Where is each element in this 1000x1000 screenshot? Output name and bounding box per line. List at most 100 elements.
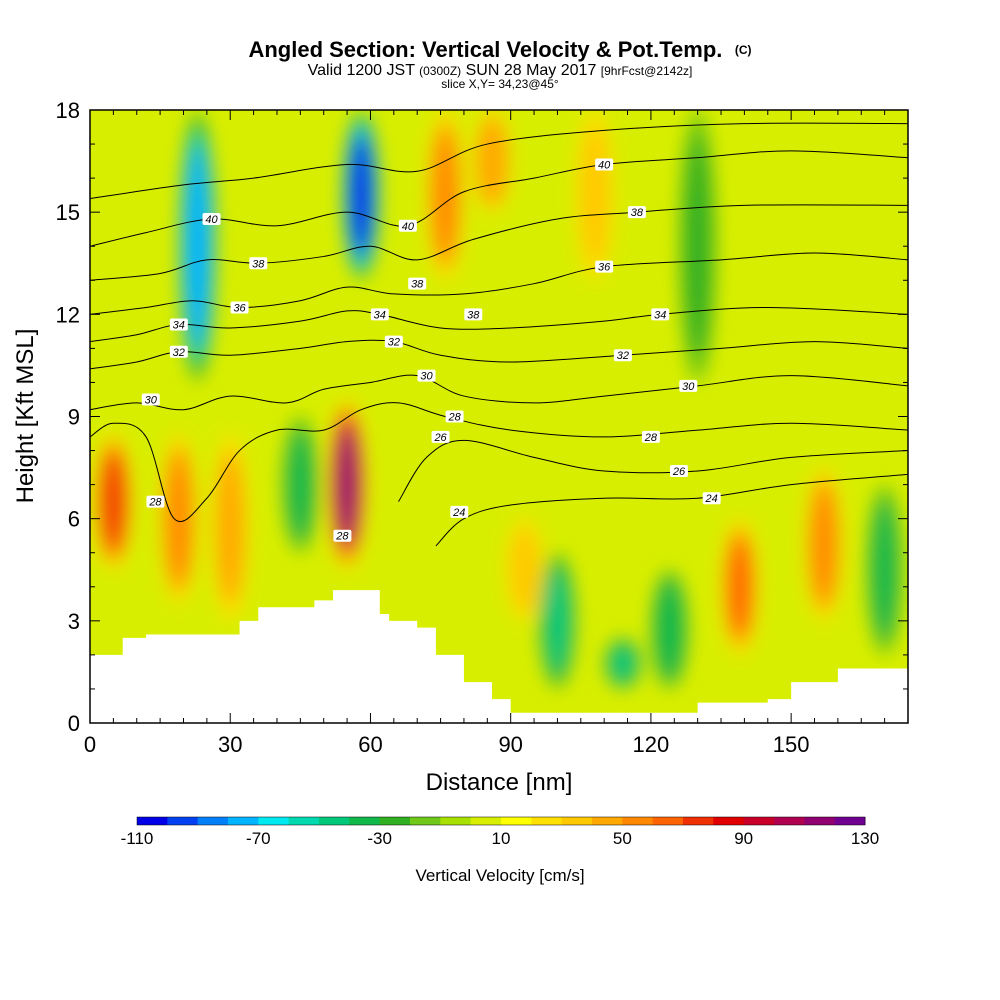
colorbar-tick-label-1: -70 [246,829,271,848]
colorbar-swatch-4 [258,817,290,825]
updraft-column-9-level-2 [812,487,835,602]
colorbar-swatch-11 [470,817,502,825]
x-tick-label-4: 120 [633,732,670,757]
contour-label-text-20: 28 [148,497,162,509]
updraft-column-5-level-2 [481,123,503,200]
colorbar-swatch-2 [197,817,229,825]
downdraft-column-0-level-4 [188,154,207,338]
colorbar-swatch-22 [804,817,836,825]
contour-label-13: 32 [384,335,403,349]
contour-label-text-21: 28 [335,531,349,543]
colorbar-swatch-13 [531,817,563,825]
contour-label-10: 34 [370,308,389,321]
colorbar-tick-label-5: 90 [734,829,753,848]
colorbar-swatch-3 [228,817,259,825]
y-tick-label-4: 12 [56,302,80,327]
contour-label-text-0: 40 [205,214,218,226]
y-tick-label-1: 3 [68,609,80,634]
contour-label-text-17: 30 [682,381,695,393]
colorbar-swatch-6 [319,817,350,825]
downdraft-column-6-level-1 [871,499,899,640]
colorbar-frame [136,816,866,826]
colorbar-swatch-23 [834,817,866,825]
contour-label-23: 26 [669,464,688,478]
contour-label-4: 38 [408,277,427,291]
colorbar-tick-label-6: 130 [851,829,879,848]
contour-label-text-16: 30 [420,371,433,383]
colorbar-swatch-12 [501,817,532,825]
contour-label-11: 34 [651,308,670,321]
colorbar-swatch-16 [622,817,654,825]
updraft-column-0-level-3 [103,453,124,550]
colorbar-tick-label-4: 50 [613,829,632,848]
downdraft-column-3-level-2 [546,570,569,672]
colorbar-swatch-0 [137,817,168,825]
contour-label-20: 28 [146,495,165,509]
updraft-column-8-level-2 [728,536,752,638]
colorbar-swatch-8 [379,817,411,825]
downdraft-column-7-level-1 [684,134,711,358]
contour-label-text-3: 38 [252,258,265,270]
x-tick-label-5: 150 [773,732,810,757]
terrain-mask [90,590,908,723]
isentrope-30 [90,374,908,411]
contour-label-6: 38 [627,206,646,219]
colorbar [136,816,866,826]
contour-label-text-18: 28 [447,412,461,424]
contour-label-16: 30 [417,369,436,383]
colorbar-swatch-9 [410,817,441,825]
isentrope-38 [90,204,908,281]
isentrope-28 [90,402,908,522]
contour-label-text-9: 34 [173,320,185,332]
field-background [90,110,908,723]
contour-label-text-2: 40 [598,159,611,171]
y-tick-label-3: 9 [68,405,80,430]
contour-label-text-11: 34 [654,309,666,321]
colorbar-swatch-19 [713,817,745,825]
chart-title: Angled Section: Vertical Velocity & Pot.… [248,37,751,62]
contour-label-text-23: 26 [672,466,686,478]
contour-label-22: 26 [431,430,450,444]
isentrope-36 [90,252,908,315]
y-tick-label-5: 15 [56,200,80,225]
contour-label-7: 36 [230,301,249,315]
contour-label-text-6: 38 [631,207,644,219]
y-axis-title: Height [Kft MSL] [12,329,39,504]
x-tick-label-1: 30 [218,732,242,757]
contour-label-9: 34 [169,318,188,332]
y-tick-label-6: 18 [56,98,80,123]
contour-label-text-14: 32 [617,350,629,362]
contour-label-text-25: 24 [705,493,718,505]
slice-info: slice X,Y= 34,23@45° [441,77,559,91]
updraft-column-4-level-2 [434,131,457,259]
contour-label-text-7: 36 [233,303,246,315]
colorbar-swatch-17 [652,817,684,825]
isentrope-42 [90,122,908,200]
updraft-column-3-level-5 [338,428,356,541]
colorbar-swatch-18 [683,817,714,825]
downdraft-column-5-level-2 [658,585,681,674]
downdraft-column-2-level-1 [286,428,314,541]
isentrope-26 [398,439,908,502]
updraft-column-6-level-1 [581,125,608,265]
y-tick-label-0: 0 [68,711,80,736]
contour-label-5: 38 [464,308,483,321]
contour-label-text-4: 38 [411,279,424,291]
colorbar-swatch-7 [349,817,381,825]
contour-label-text-8: 36 [598,262,611,274]
updraft-column-7-level-1 [511,527,538,612]
y-tick-label-2: 6 [68,507,80,532]
contour-label-text-15: 30 [145,394,158,406]
contour-label-19: 28 [641,430,660,444]
colorbar-tick-label-2: -30 [367,829,392,848]
contour-label-2: 40 [595,158,614,171]
contour-label-21: 28 [333,529,352,543]
downdraft-column-4-level-2 [611,644,634,683]
colorbar-title: Vertical Velocity [cm/s] [415,866,584,885]
contour-label-8: 36 [595,260,614,274]
contour-label-text-24: 24 [452,507,465,519]
x-axis-title: Distance [nm] [426,769,573,796]
contour-label-17: 30 [679,379,698,393]
contour-label-12: 32 [169,345,188,359]
